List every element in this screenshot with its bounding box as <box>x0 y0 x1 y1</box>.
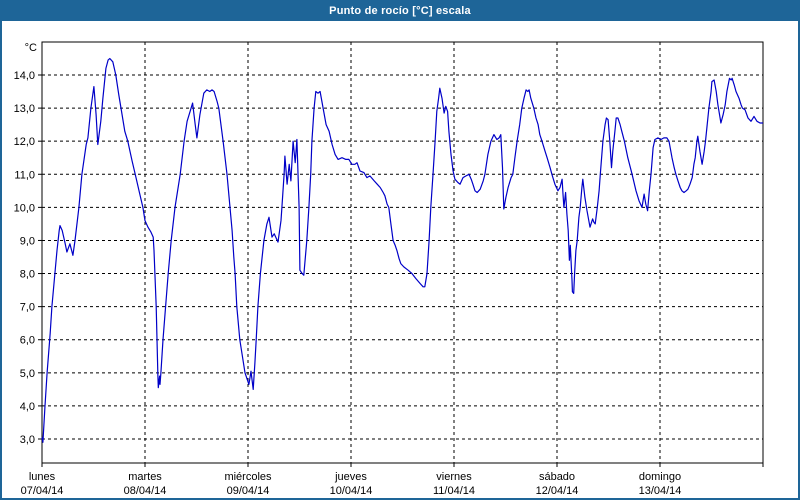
y-tick-label: 11,0 <box>14 169 35 181</box>
x-date-label: 07/04/14 <box>21 485 64 497</box>
plot-frame <box>41 41 764 464</box>
x-date-label: 11/04/14 <box>433 485 475 497</box>
y-tick-label: 3,0 <box>20 434 35 446</box>
x-day-label: lunes <box>29 471 56 483</box>
x-day-label: viernes <box>436 471 472 483</box>
y-tick-label: 9,0 <box>20 235 35 247</box>
dew-point-line <box>41 57 763 443</box>
y-tick-label: 13,0 <box>14 103 35 115</box>
y-tick-label: 4,0 <box>20 401 35 413</box>
x-day-label: miércoles <box>224 471 272 483</box>
y-tick-label: 5,0 <box>20 368 35 380</box>
y-tick-label: 10,0 <box>14 202 35 214</box>
x-day-label: sábado <box>539 471 575 483</box>
y-tick-label: 12,0 <box>14 136 35 148</box>
x-day-label: jueves <box>334 471 367 483</box>
x-date-label: 09/04/14 <box>227 485 270 497</box>
x-date-label: 08/04/14 <box>124 485 167 497</box>
x-day-label: domingo <box>639 471 681 483</box>
x-date-label: 12/04/14 <box>536 485 579 497</box>
y-tick-label: 14,0 <box>14 70 35 82</box>
x-day-label: martes <box>128 471 162 483</box>
y-axis-unit-label: °C <box>25 42 37 54</box>
x-date-label: 10/04/14 <box>330 485 373 497</box>
y-tick-label: 8,0 <box>20 269 35 281</box>
y-tick-label: 7,0 <box>20 302 35 314</box>
y-tick-label: 6,0 <box>20 335 35 347</box>
window-title: Punto de rocío [°C] escala <box>329 5 471 17</box>
window-title-bar: Punto de rocío [°C] escala <box>2 2 798 21</box>
x-date-label: 13/04/14 <box>639 485 682 497</box>
